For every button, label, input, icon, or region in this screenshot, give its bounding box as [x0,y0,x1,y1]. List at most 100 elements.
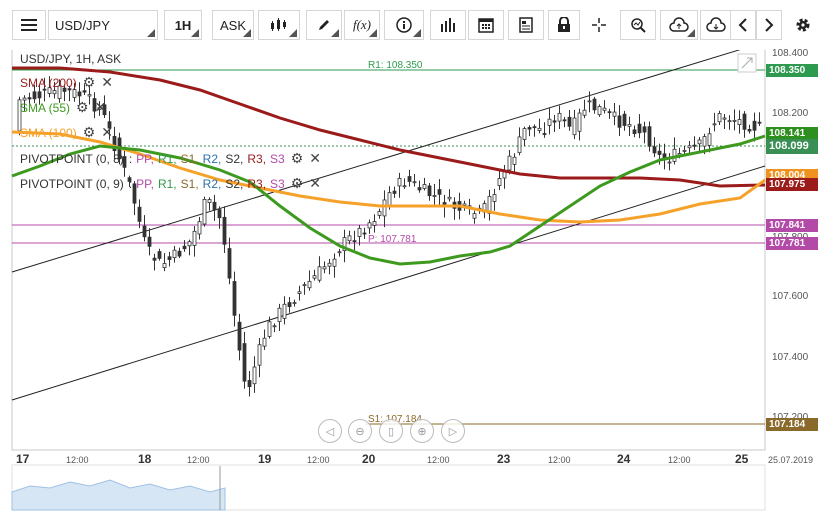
gear-icon[interactable]: ⚙ [290,175,304,191]
zoom-out-button[interactable]: ⊖ [348,419,372,443]
legend-s3: S3 [270,176,285,191]
candle-body [377,211,382,216]
nav-prev-button[interactable]: ◁ [318,419,342,443]
chart-type-button[interactable] [258,10,300,40]
menu-button[interactable] [12,10,46,40]
candle-body [322,266,327,270]
nav-next-button[interactable]: ▷ [441,419,465,443]
candle-body [352,240,357,243]
sma55-line [11,134,766,266]
candle-body [292,302,297,304]
candle-body [37,91,42,99]
price-type-select[interactable]: ASK [212,10,254,40]
symbol-label: USD/JPY [55,17,110,33]
zoom-button[interactable] [620,10,656,40]
news-button[interactable] [508,10,544,40]
candle-body [222,216,227,245]
legend-r1: R1, [157,151,177,166]
legend-r3: R3, [247,151,267,166]
crosshair-button[interactable] [584,10,614,40]
draw-tool-button[interactable] [306,10,342,40]
x-hour-label: 12:00 [427,455,450,465]
candle-body [507,155,512,171]
indicators-button[interactable]: f(x) [344,10,380,40]
chart-plot-area [11,41,766,451]
pp-level-label: P: 107.781 [368,234,417,245]
candle-body [242,343,247,382]
candle-body [192,230,197,246]
close-icon[interactable]: ✕ [101,124,113,140]
info-icon [396,17,412,33]
candle-body [672,148,677,162]
close-icon[interactable]: ✕ [309,175,322,191]
y-tick-label: 107.400 [772,352,809,363]
zoom-in-button[interactable]: ⊕ [410,419,434,443]
volume-button[interactable] [430,10,466,40]
candle-body [252,366,257,385]
hamburger-icon [21,19,37,31]
reset-zoom-button[interactable]: ▯ [379,419,403,443]
info-button[interactable] [384,10,424,40]
price-tag-pp: 107.781 [766,237,818,250]
candle-body [67,88,72,91]
channel-lower-line [11,165,766,401]
candle-body [697,139,702,145]
candle-body [342,237,347,252]
settings-button[interactable] [788,10,818,40]
candle-body [612,111,617,117]
x-hour-label: 12:00 [187,455,210,465]
candle-body [62,87,67,92]
gear-icon[interactable]: ⚙ [76,99,89,115]
candle-body [312,275,317,279]
legend-sma200: SMA (200) ⚙ ✕ [20,74,113,91]
candle-body [557,112,562,122]
lock-button[interactable] [548,10,580,40]
legend-s3: S3 [270,151,285,166]
close-icon[interactable]: ✕ [94,99,107,115]
calendar-button[interactable] [468,10,504,40]
legend-s1: S1, [180,151,199,166]
upload-button[interactable] [660,10,698,40]
y-tick-label: 107.600 [772,291,809,302]
zoom-icon [631,18,646,33]
scroll-right-button[interactable] [756,10,782,40]
candle-body [632,129,637,134]
document-icon [519,17,533,33]
expand-icon[interactable] [737,53,757,73]
price-tag-s1: 107.184 [766,418,818,431]
candle-body [327,262,332,267]
candle-body [402,185,407,188]
candle-body [217,209,222,219]
candle-body [372,221,377,226]
timeframe-label: 1H [174,17,192,33]
candle-body [757,121,762,124]
legend-pivot-2: PIVOTPOINT (0, 9) : PP, R1, S1, R2, S2, … [20,175,321,192]
close-icon[interactable]: ✕ [309,150,322,166]
chevron-right-icon [765,18,774,32]
candle-body [307,280,312,289]
fx-label: f(x) [352,17,372,32]
candle-body [212,201,217,211]
lock-icon [558,17,570,32]
candle-body [272,325,277,328]
gear-icon[interactable]: ⚙ [82,74,96,90]
candle-body [397,177,402,187]
scroll-left-button[interactable] [730,10,756,40]
close-icon[interactable]: ✕ [101,74,113,90]
symbol-select[interactable]: USD/JPY [48,10,158,40]
y-tick-label: 108.400 [772,48,809,59]
candle-body [77,91,82,97]
candle-body [587,100,592,103]
candle-body [132,183,137,204]
price-tag-pivot: 107.841 [766,219,818,232]
candle-body [602,107,607,111]
candle-body [537,127,542,131]
gear-icon[interactable]: ⚙ [82,124,96,140]
candle-body [247,380,252,388]
gear-icon[interactable]: ⚙ [290,150,304,166]
candle-body [187,241,192,247]
timeframe-select[interactable]: 1H [164,10,202,40]
candle-body [357,227,362,237]
download-button[interactable] [700,10,730,40]
